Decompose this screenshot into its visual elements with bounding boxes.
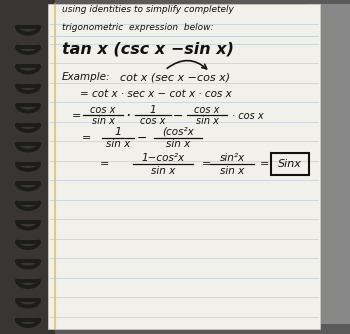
Text: tan x (csc x −sin x): tan x (csc x −sin x) (62, 41, 234, 56)
Text: using identities to simplify completely: using identities to simplify completely (62, 5, 234, 14)
Text: ·: · (126, 109, 131, 124)
FancyBboxPatch shape (0, 0, 55, 334)
FancyBboxPatch shape (48, 4, 320, 329)
Text: =: = (202, 159, 211, 169)
Text: 1: 1 (150, 105, 156, 115)
Text: sin x: sin x (92, 116, 114, 126)
Text: =: = (72, 111, 81, 121)
Text: sin²x: sin²x (219, 153, 245, 163)
Text: =: = (82, 133, 91, 143)
Text: sin x: sin x (196, 116, 218, 126)
Text: −: − (137, 132, 147, 145)
FancyBboxPatch shape (310, 4, 350, 324)
Text: 1−cos²x: 1−cos²x (141, 153, 184, 163)
Text: Example:: Example: (62, 72, 111, 82)
Text: 1: 1 (114, 127, 121, 137)
Text: (cos²x: (cos²x (162, 127, 194, 137)
Text: trigonometric  expression  below:: trigonometric expression below: (62, 22, 214, 31)
FancyArrowPatch shape (167, 60, 206, 69)
Text: cos x: cos x (90, 105, 116, 115)
Text: sin x: sin x (151, 166, 175, 176)
Text: =: = (100, 159, 109, 169)
Text: = cot x · sec x − cot x · cos x: = cot x · sec x − cot x · cos x (80, 89, 232, 99)
Text: =: = (260, 159, 270, 169)
Text: · cos x: · cos x (232, 111, 264, 121)
Text: cot x (sec x −cos x): cot x (sec x −cos x) (120, 72, 230, 82)
Text: Sinx: Sinx (278, 159, 302, 169)
Text: sin x: sin x (106, 139, 130, 149)
Text: cos x: cos x (194, 105, 220, 115)
Text: sin x: sin x (220, 166, 244, 176)
Text: sin x: sin x (166, 139, 190, 149)
Text: cos x: cos x (140, 116, 166, 126)
Text: −: − (173, 110, 183, 123)
